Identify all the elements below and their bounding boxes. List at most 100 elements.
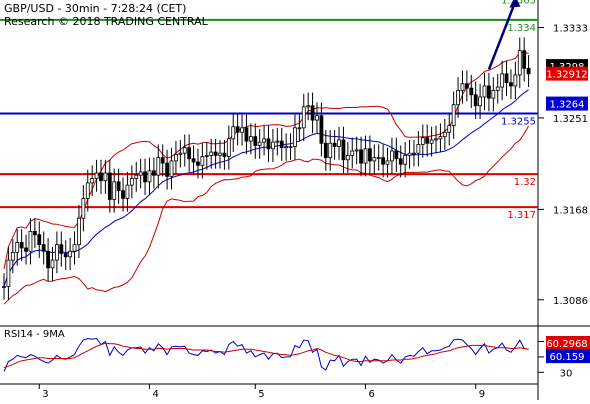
candle-body bbox=[32, 231, 37, 236]
candle-body bbox=[55, 244, 59, 261]
candle-body bbox=[15, 242, 20, 253]
candle-body bbox=[72, 244, 77, 252]
level-label-1-32: 1.32 bbox=[514, 177, 536, 188]
time-axis-ticks: 3 4 5 6 9 bbox=[38, 384, 485, 400]
level-label-1-317: 1.317 bbox=[507, 210, 536, 221]
candle-body bbox=[143, 171, 147, 183]
candle-body bbox=[284, 146, 289, 149]
level-label-1-3255: 1.3255 bbox=[501, 117, 536, 128]
candle-body bbox=[442, 131, 447, 138]
candle-body bbox=[447, 125, 452, 133]
projection-arrow bbox=[487, 0, 521, 70]
candle-body bbox=[517, 50, 522, 76]
candle-body bbox=[253, 136, 258, 146]
candle-body bbox=[306, 105, 311, 108]
candle-body bbox=[174, 153, 178, 162]
candle-body bbox=[301, 106, 306, 129]
candle-body bbox=[416, 143, 421, 154]
candle-body bbox=[37, 234, 42, 246]
price-badge-box bbox=[546, 96, 588, 111]
time-tick-label: 5 bbox=[258, 389, 264, 400]
candle-body bbox=[310, 105, 315, 121]
chart-copyright: Research © 2018 TRADING CENTRAL bbox=[4, 15, 209, 28]
candle-body bbox=[68, 250, 73, 258]
candle-body bbox=[191, 158, 196, 163]
candle-body bbox=[491, 89, 496, 99]
candle-body bbox=[328, 142, 333, 158]
candle-body bbox=[279, 140, 284, 149]
candle-body bbox=[323, 142, 328, 158]
candle-body bbox=[147, 170, 152, 183]
candle-body bbox=[24, 247, 28, 252]
price-badge-label: 1.32912 bbox=[546, 70, 587, 81]
candle-body bbox=[125, 184, 130, 199]
candle-body bbox=[434, 138, 438, 141]
candle-body bbox=[151, 170, 156, 176]
price-tick-label: 1.3251 bbox=[553, 114, 588, 125]
candle-body bbox=[231, 126, 236, 140]
candle-body bbox=[522, 50, 527, 69]
time-tick-label: 3 bbox=[42, 389, 48, 400]
price-axis-ticks: 1.3333 1.3251 1.3168 1.3086 bbox=[538, 24, 588, 307]
price-tick-label: 1.3168 bbox=[553, 205, 588, 216]
candle-body bbox=[266, 138, 271, 150]
candle-body bbox=[345, 154, 350, 161]
candle-body bbox=[390, 150, 394, 162]
candle-body bbox=[46, 250, 50, 269]
candle-body bbox=[240, 127, 244, 133]
chart-symbol-title: GBP/USD - 30min - 7:28:24 (CET) bbox=[4, 2, 186, 15]
candle-body bbox=[160, 157, 165, 164]
candle-body bbox=[204, 154, 209, 157]
candle-body bbox=[222, 152, 227, 157]
candle-body bbox=[19, 242, 24, 249]
candle-body bbox=[460, 83, 465, 91]
candle-body bbox=[129, 178, 134, 186]
price-badge-box bbox=[546, 66, 588, 81]
candle-body bbox=[226, 138, 231, 157]
candle-body bbox=[315, 115, 319, 121]
candle-body bbox=[112, 181, 117, 200]
price-badge-label: 1.3264 bbox=[550, 100, 585, 111]
candle-body bbox=[85, 182, 90, 199]
candle-body bbox=[332, 142, 337, 147]
candle-body bbox=[456, 89, 460, 106]
candle-body bbox=[178, 152, 183, 155]
candle-body bbox=[469, 87, 474, 96]
candle-body bbox=[77, 217, 81, 246]
rsi-tick-label: 30 bbox=[560, 368, 573, 379]
candle-body bbox=[244, 127, 249, 142]
bollinger-bands bbox=[3, 51, 530, 305]
bollinger-upper-line bbox=[3, 51, 529, 269]
candle-body bbox=[337, 139, 341, 147]
candle-body bbox=[103, 172, 108, 182]
candle-body bbox=[99, 172, 103, 182]
candle-body bbox=[407, 152, 412, 156]
candle-body bbox=[363, 148, 368, 164]
candle-body bbox=[235, 126, 240, 133]
candle-body bbox=[182, 147, 187, 154]
candle-body bbox=[385, 160, 390, 165]
candle-body bbox=[293, 127, 297, 147]
candle-body bbox=[165, 162, 170, 177]
candle-body bbox=[429, 139, 434, 144]
candle-body bbox=[297, 127, 302, 130]
candle-body bbox=[134, 174, 139, 179]
candle-body bbox=[288, 146, 293, 148]
candle-body bbox=[213, 151, 218, 156]
moving-average-line bbox=[3, 89, 529, 287]
candle-body bbox=[50, 259, 55, 269]
candle-body bbox=[398, 158, 403, 165]
rsi-value-label: 60.2968 bbox=[546, 339, 587, 350]
candle-body bbox=[200, 156, 205, 166]
time-tick-label: 9 bbox=[479, 389, 485, 400]
projection-arrow-head bbox=[509, 0, 521, 8]
candle-body bbox=[526, 67, 531, 75]
candle-body bbox=[500, 73, 505, 88]
candle-body bbox=[94, 172, 99, 179]
rsi-value-badge bbox=[546, 349, 590, 364]
candle-body bbox=[513, 74, 518, 87]
